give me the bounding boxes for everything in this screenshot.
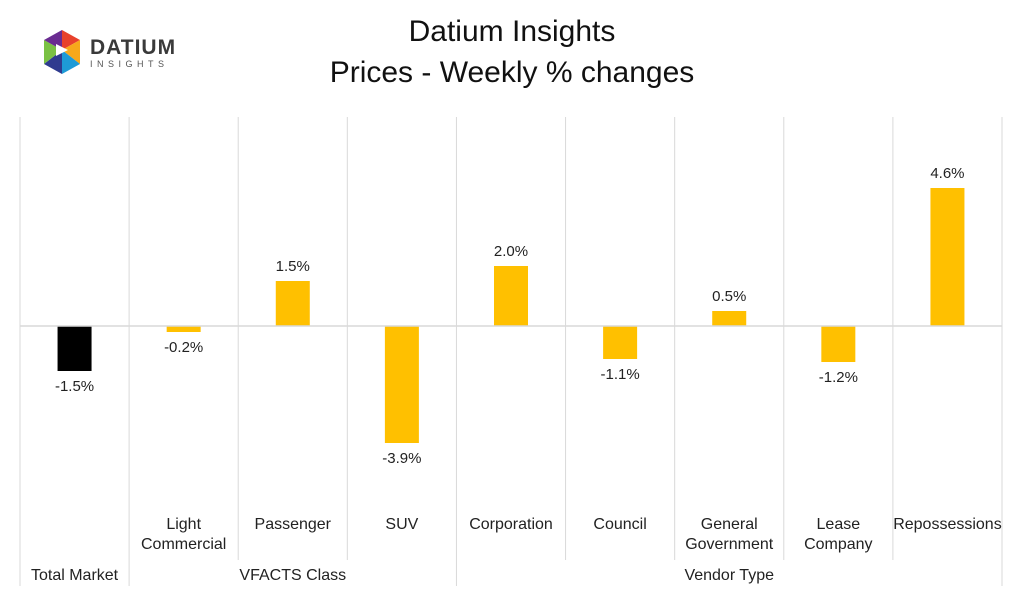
group-label-2: Vendor Type xyxy=(684,567,774,584)
data-label-4: 2.0% xyxy=(494,243,528,260)
category-label-3: SUV xyxy=(385,516,418,533)
bar-1 xyxy=(166,326,201,332)
bar-7 xyxy=(821,326,856,362)
category-label-1: Light Commercial xyxy=(141,516,226,553)
group-label-1: VFACTS Class xyxy=(239,567,346,584)
data-label-7: -1.2% xyxy=(819,369,858,386)
bar-5 xyxy=(603,326,638,359)
datium-logo-icon xyxy=(44,30,80,74)
bar-3 xyxy=(384,326,419,443)
bar-2 xyxy=(275,281,310,326)
logo-subtitle: INSIGHTS xyxy=(90,59,169,69)
data-label-5: -1.1% xyxy=(601,366,640,383)
chart-subtitle: Prices - Weekly % changes xyxy=(329,56,695,89)
data-label-8: 4.6% xyxy=(930,165,964,182)
data-label-2: 1.5% xyxy=(276,258,310,275)
category-label-7: Lease Company xyxy=(804,516,872,553)
category-label-5: Council xyxy=(593,516,646,533)
data-label-1: -0.2% xyxy=(164,339,203,356)
data-label-0: -1.5% xyxy=(55,378,94,395)
chart-title: Datium Insights xyxy=(408,15,616,48)
bar-8 xyxy=(930,188,965,326)
category-label-6: General Government xyxy=(685,516,774,553)
category-label-2: Passenger xyxy=(255,516,332,533)
group-label-0: Total Market xyxy=(31,567,119,584)
bar-0 xyxy=(57,326,92,371)
data-label-6: 0.5% xyxy=(712,288,746,305)
bar-4 xyxy=(494,266,528,326)
category-label-4: Corporation xyxy=(469,516,553,533)
datium-logo: DATIUM INSIGHTS xyxy=(40,28,190,78)
bar-6 xyxy=(712,311,747,326)
logo-wordmark: DATIUM xyxy=(90,36,177,59)
data-label-3: -3.9% xyxy=(382,450,421,467)
category-label-8: Repossessions xyxy=(893,516,1002,533)
